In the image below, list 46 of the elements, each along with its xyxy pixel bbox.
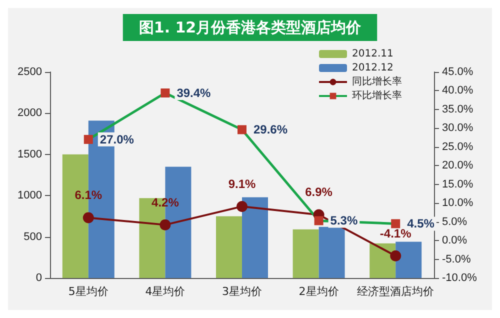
point [82,212,94,224]
x-tick-label: 3星均价 [222,285,262,298]
x-tick-label: 经济型酒店均价 [357,285,434,298]
point [160,219,171,230]
bar [216,216,242,278]
data-label: 39.4% [176,86,212,100]
y-tick-label: 1500 [18,148,42,160]
legend-label: 同比增长率 [352,76,402,88]
y2-tick-label: 40.0% [442,84,474,97]
legend-label: 2012.12 [352,62,394,74]
bar [370,243,396,278]
data-label: 4.2% [152,195,180,210]
y-tick-label: 1000 [18,190,42,202]
y2-tick-label: 35.0% [442,103,474,116]
y2-tick-label: -10.0% [442,272,478,284]
data-label: 9.1% [228,176,256,191]
y2-tick-label: 15.0% [442,178,474,190]
y2-tick-label: -5.0% [442,253,471,266]
data-label: 5.3% [330,214,358,228]
bar [396,242,422,278]
bar [242,197,268,278]
y-tick-label: 2000 [18,107,42,120]
bar [292,229,319,278]
y-tick-label: 0 [36,272,42,284]
legend-label: 环比增长率 [352,90,402,102]
x-tick-label: 5星均价 [68,285,108,298]
y2-tick-label: 25.0% [442,140,474,153]
data-label: 27.0% [100,132,134,146]
y-tick-label: 2500 [18,66,42,78]
chart-title: 图1. 12月份香港各类型酒店均价 [138,18,362,36]
data-label: 6.9% [305,185,333,200]
y2-tick-label: 45.0% [442,66,474,78]
y2-tick-label: 30.0% [442,122,474,134]
point [390,250,402,262]
data-label: 29.6% [254,122,288,137]
x-tick-label: 4星均价 [145,285,186,298]
legend-label: 2012.11 [352,48,394,60]
y2-tick-label: 20.0% [442,160,474,172]
y2-tick-label: 5.0% [442,216,468,228]
y2-tick-label: 10.0% [442,197,474,210]
y-tick-label: 500 [24,230,42,243]
point [236,200,248,212]
data-label: 6.1% [74,188,102,202]
y2-tick-label: 0.0% [442,234,468,247]
x-tick-label: 2星均价 [298,285,339,298]
data-label: 4.5% [407,216,435,231]
